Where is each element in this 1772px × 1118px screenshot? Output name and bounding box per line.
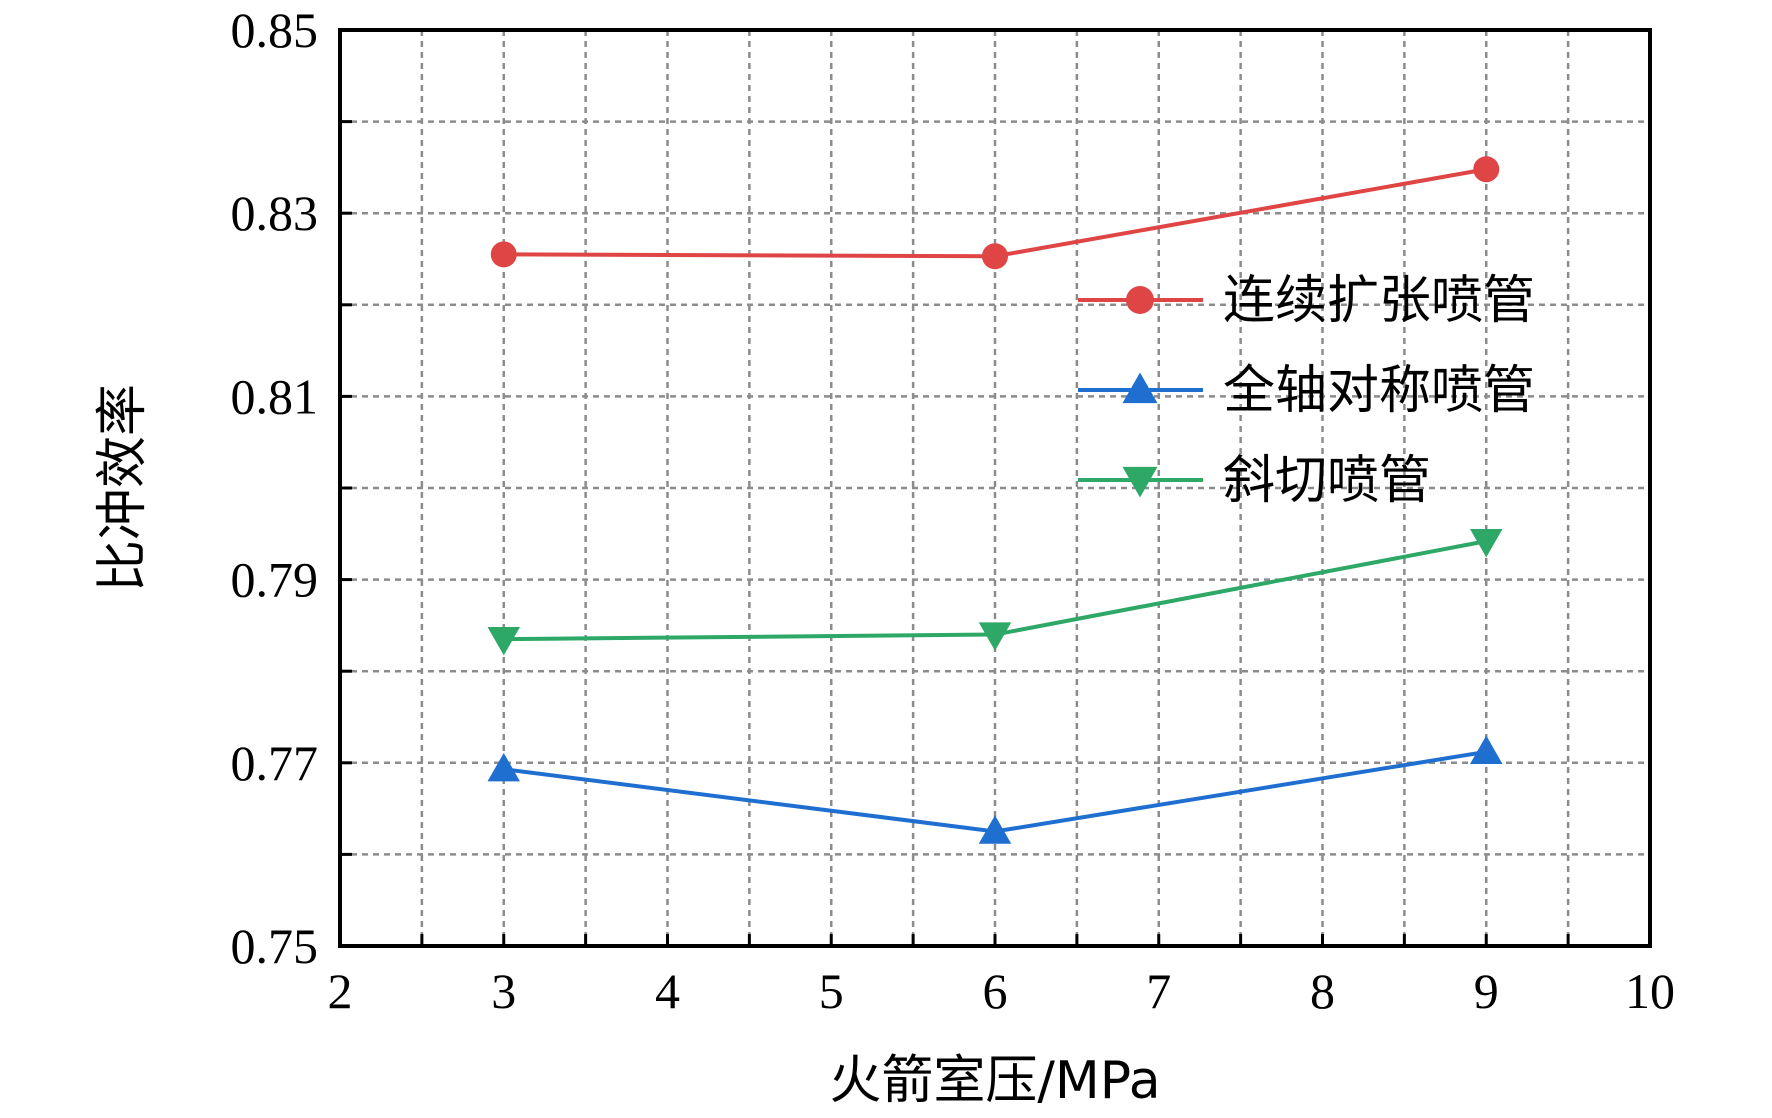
plot-frame [338, 28, 1652, 948]
y-axis-title: 比冲效率 [93, 384, 153, 592]
legend-label: 连续扩张喷管 [1223, 271, 1535, 331]
y-axis-ticks: 0.75 0.77 0.79 0.81 0.83 0.85 [231, 2, 352, 974]
legend-item-2: 全轴对称喷管 [1078, 361, 1535, 421]
grid [338, 28, 1652, 948]
x-tick-label: 3 [491, 963, 516, 1019]
y-tick-label: 0.81 [231, 368, 319, 424]
legend-item-1: 连续扩张喷管 [1078, 271, 1535, 331]
legend-marker [1122, 466, 1158, 498]
x-tick-label: 5 [819, 963, 844, 1019]
data-point [978, 622, 1012, 651]
series-3 [487, 528, 1503, 656]
x-tick-label: 2 [328, 963, 353, 1019]
data-point [978, 815, 1012, 844]
x-axis-ticks: 2 3 4 5 6 7 8 9 10 [328, 934, 1675, 1019]
legend-marker [1126, 286, 1154, 314]
data-point [982, 243, 1008, 270]
x-tick-label: 9 [1474, 963, 1499, 1019]
y-tick-label: 0.75 [231, 918, 319, 974]
data-point [1470, 735, 1503, 764]
x-tick-label: 7 [1146, 963, 1171, 1019]
legend-label: 全轴对称喷管 [1223, 361, 1535, 421]
x-tick-label: 6 [983, 963, 1008, 1019]
legend-marker [1122, 372, 1158, 404]
series-1 [490, 156, 1500, 270]
legend-label: 斜切喷管 [1223, 451, 1431, 511]
x-tick-label: 10 [1625, 963, 1675, 1019]
data-point [1470, 528, 1503, 558]
x-axis-title: 火箭室压/MPa [829, 1051, 1160, 1111]
data-point [490, 241, 517, 268]
legend-item-3: 斜切喷管 [1078, 451, 1431, 511]
y-tick-label: 0.79 [231, 552, 319, 608]
y-tick-label: 0.85 [231, 2, 319, 58]
y-tick-label: 0.83 [231, 185, 319, 241]
series-2 [487, 735, 1503, 844]
x-tick-label: 4 [655, 963, 680, 1019]
data-point [487, 626, 520, 656]
x-tick-label: 8 [1310, 963, 1335, 1019]
y-tick-label: 0.77 [231, 735, 319, 791]
data-point [1473, 156, 1500, 183]
series-layer [487, 156, 1503, 844]
data-point [487, 752, 520, 782]
